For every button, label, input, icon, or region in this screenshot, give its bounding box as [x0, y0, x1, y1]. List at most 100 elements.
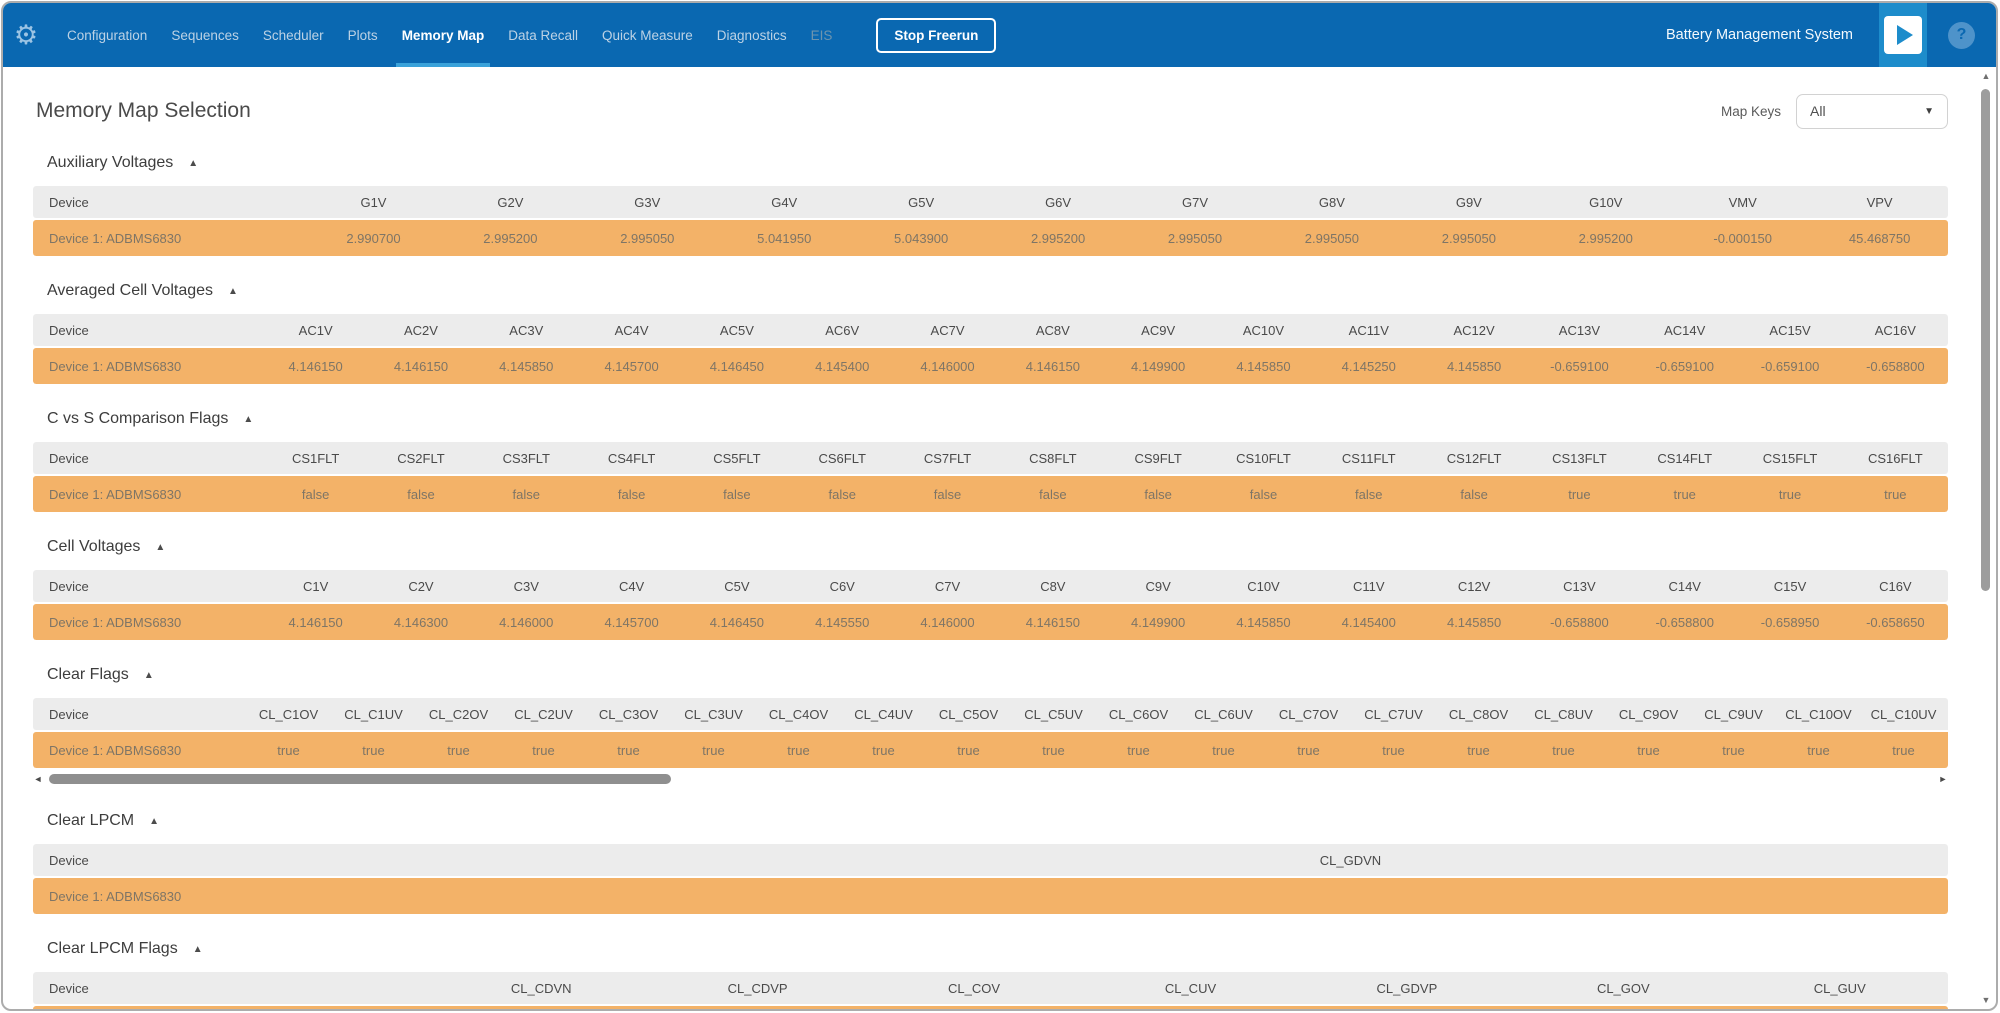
- scroll-down-arrow-icon[interactable]: [1979, 995, 1993, 1005]
- table-row[interactable]: Device 1: ADBMS6830 false false false false f…: [33, 476, 1948, 512]
- column-header-ac12v: AC12V: [1453, 322, 1495, 338]
- section-header-cell-voltages[interactable]: Cell Voltages: [47, 537, 1948, 557]
- collapse-icon[interactable]: [155, 542, 165, 553]
- column-header-g3v: G3V: [634, 194, 661, 210]
- collapse-icon[interactable]: [149, 816, 159, 827]
- table-header-row: Device AC1V AC2V AC3V AC4V AC5V AC6V AC7V AC8V AC…: [33, 314, 1948, 346]
- section-title: Clear LPCM: [47, 812, 135, 829]
- collapse-icon[interactable]: [144, 670, 154, 681]
- value-cell: true: [1673, 486, 1696, 502]
- vertical-scrollbar-thumb[interactable]: [1981, 89, 1990, 591]
- nav-item-eis[interactable]: EIS: [810, 27, 833, 43]
- column-header-cl-c10uv: CL_C10UV: [1870, 706, 1937, 722]
- value-cell: 2.995050: [620, 230, 675, 246]
- play-button[interactable]: [1879, 3, 1927, 67]
- column-header-vmv: VMV: [1728, 194, 1757, 210]
- horizontal-scrollbar-track[interactable]: [45, 774, 1936, 784]
- value-cell: -0.658800: [1550, 614, 1609, 630]
- section-header-clear-flags[interactable]: Clear Flags: [47, 665, 1948, 685]
- table-header-row: Device CL_CDVN CL_CDVP CL_COV CL_CUV CL_GDVP C…: [33, 972, 1948, 1004]
- column-header-cs8flt: CS8FLT: [1029, 450, 1077, 466]
- section-header-averaged-cell-voltages[interactable]: Averaged Cell Voltages: [47, 281, 1948, 301]
- table-row[interactable]: Device 1: ADBMS6830: [33, 1006, 1948, 1009]
- value-cell: 4.146450: [709, 614, 765, 630]
- nav-item-quick-measure[interactable]: Quick Measure: [602, 27, 693, 43]
- table-auxiliary-voltages: Device G1V G2V G3V G4V G5V G6V G7V G8V G9V G10V VMV…: [33, 186, 1948, 256]
- table-row[interactable]: Device 1: ADBMS6830 4.146150 4.146300 4.146…: [33, 604, 1948, 640]
- chevron-down-icon: [1924, 106, 1934, 117]
- value-cell: 2.995200: [1030, 230, 1086, 246]
- column-header-cl-cov: CL_COV: [948, 980, 1001, 996]
- table-row[interactable]: Device 1: ADBMS6830 4.146150 4.146150 4.145…: [33, 348, 1948, 384]
- scroll-right-arrow-icon[interactable]: [1938, 774, 1948, 784]
- column-header-g2v: G2V: [497, 194, 524, 210]
- section-header-c-vs-s-comparison-flags[interactable]: C vs S Comparison Flags: [47, 409, 1948, 429]
- table-cell-voltages: Device C1V C2V C3V C4V C5V C6V C7V C8V C9V C10V C11…: [33, 570, 1948, 640]
- column-header-cl-gdvp: CL_GDVP: [1376, 980, 1438, 996]
- section-header-clear-lpcm-flags[interactable]: Clear LPCM Flags: [47, 939, 1948, 959]
- value-cell: 2.995050: [1167, 230, 1223, 246]
- value-cell: true: [1382, 742, 1405, 758]
- horizontal-scrollbar-thumb[interactable]: [49, 774, 671, 784]
- column-header-cs6flt: CS6FLT: [818, 450, 866, 466]
- collapse-icon[interactable]: [193, 944, 203, 955]
- nav-item-memory-map[interactable]: Memory Map: [390, 3, 497, 67]
- nav-item-scheduler[interactable]: Scheduler: [262, 27, 324, 43]
- collapse-icon[interactable]: [188, 158, 198, 169]
- map-keys-dropdown[interactable]: All: [1796, 93, 1948, 129]
- table-row[interactable]: Device 1: ADBMS6830 true true true true true t…: [33, 732, 1948, 768]
- value-cell: false: [1355, 486, 1383, 502]
- table-row[interactable]: Device 1: ADBMS6830 2.990700 2.995200 2.995…: [33, 220, 1948, 256]
- column-header-c9v: C9V: [1145, 578, 1171, 594]
- column-header-cs11flt: CS11FLT: [1341, 450, 1396, 466]
- value-cell: false: [933, 486, 962, 502]
- value-cell: 2.990700: [346, 230, 401, 246]
- section-header-auxiliary-voltages[interactable]: Auxiliary Voltages: [47, 153, 1948, 173]
- value-cell: 2.995050: [1304, 230, 1360, 246]
- value-cell: false: [617, 486, 646, 502]
- table-clear-lpcm: Device CL_GDVN Device 1: ADBMS6830: [33, 844, 1948, 914]
- value-cell: true: [277, 742, 300, 758]
- column-header-cl-c3ov: CL_C3OV: [598, 706, 659, 722]
- section-clear-lpcm: Clear LPCM Device CL_GDVN Device 1: ADBMS68…: [33, 811, 1948, 914]
- table-header-row: Device CS1FLT CS2FLT CS3FLT CS4FLT CS5FLT CS6F…: [33, 442, 1948, 474]
- value-cell: true: [1778, 486, 1802, 502]
- collapse-icon[interactable]: [243, 414, 253, 425]
- device-cell: Device 1: ADBMS6830: [49, 358, 182, 374]
- column-header-cl-c8uv: CL_C8UV: [1534, 706, 1593, 722]
- column-header-cs4flt: CS4FLT: [607, 450, 656, 466]
- scroll-up-arrow-icon[interactable]: [1979, 71, 1993, 81]
- vertical-scrollbar[interactable]: [1979, 71, 1993, 1005]
- section-c-vs-s-comparison-flags: C vs S Comparison Flags Device CS1FLT CS2FL…: [33, 409, 1948, 512]
- nav-item-configuration[interactable]: Configuration: [67, 27, 148, 43]
- section-title: Auxiliary Voltages: [47, 154, 174, 171]
- play-icon: [1884, 16, 1922, 54]
- column-header-ac2v: AC2V: [403, 322, 438, 338]
- collapse-icon[interactable]: [228, 286, 238, 297]
- nav-item-plots[interactable]: Plots: [347, 27, 378, 43]
- value-cell: 45.468750: [1848, 230, 1911, 246]
- table-header-row: Device CL_GDVN: [33, 844, 1948, 876]
- top-navbar: Configuration Sequences Scheduler Plots Memo…: [3, 3, 1996, 67]
- gear-icon[interactable]: [3, 20, 49, 51]
- value-cell: 2.995200: [483, 230, 538, 246]
- value-cell: 4.145400: [815, 358, 870, 374]
- stop-freerun-button[interactable]: Stop Freerun: [876, 17, 997, 53]
- nav-item-data-recall[interactable]: Data Recall: [508, 27, 578, 43]
- nav-item-diagnostics[interactable]: Diagnostics: [716, 27, 787, 43]
- scroll-left-arrow-icon[interactable]: [33, 774, 43, 784]
- value-cell: true: [1722, 742, 1745, 758]
- column-header-c12v: C12V: [1457, 578, 1491, 594]
- device-cell: Device 1: ADBMS6830: [49, 486, 182, 502]
- column-header-cl-gov: CL_GOV: [1596, 980, 1650, 996]
- value-cell: true: [1568, 486, 1591, 502]
- section-header-clear-lpcm[interactable]: Clear LPCM: [47, 811, 1948, 831]
- column-header-cl-c9uv: CL_C9UV: [1704, 706, 1763, 722]
- column-header-g4v: G4V: [771, 194, 798, 210]
- table-header-row: Device C1V C2V C3V C4V C5V C6V C7V C8V C9V C10V C11…: [33, 570, 1948, 602]
- table-row[interactable]: Device 1: ADBMS6830: [33, 878, 1948, 914]
- horizontal-scrollbar[interactable]: [33, 772, 1948, 786]
- help-icon[interactable]: [1948, 21, 1975, 49]
- nav-item-sequences[interactable]: Sequences: [171, 27, 239, 43]
